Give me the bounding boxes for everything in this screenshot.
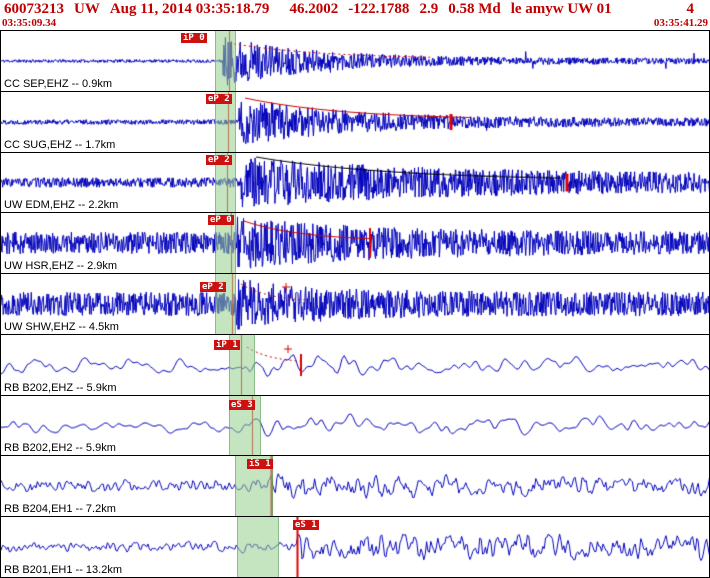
event-id: 60073213 — [4, 1, 64, 17]
time-window-row: 03:35:09.34 03:35:41.29 — [0, 18, 710, 30]
station-label: UW EDM,EHZ -- 2.2km — [4, 199, 119, 212]
trace-row-b202-ehz[interactable]: iP 1 RB B202,EHZ -- 5.9km — [1, 334, 709, 396]
trace-row-sug[interactable]: eP 2 CC SUG,EHZ -- 1.7km — [1, 91, 709, 153]
waveform-canvas[interactable] — [1, 91, 709, 152]
waveform-canvas[interactable] — [1, 274, 709, 334]
phase-pick-flag[interactable]: eP 0 — [208, 215, 234, 226]
phase-pick-flag[interactable]: eS 1 — [293, 520, 319, 531]
station-label: UW SHW,EHZ -- 4.5km — [4, 320, 119, 333]
window-start-time: 03:35:09.34 — [2, 17, 57, 29]
waveform-canvas[interactable] — [1, 334, 709, 395]
phase-pick-flag[interactable]: eP 2 — [206, 154, 232, 165]
waveform-canvas[interactable] — [1, 31, 709, 91]
trace-row-shw[interactable]: eP 2 UW SHW,EHZ -- 4.5km — [1, 274, 709, 335]
station-label: RB B204,EH1 -- 7.2km — [4, 503, 116, 516]
station-label: RB B201,EH1 -- 13.2km — [4, 564, 122, 577]
station-label: RB B202,EHZ -- 5.9km — [4, 381, 117, 394]
md-value: 0.58 Md — [448, 1, 501, 17]
pick-count: 4 — [686, 1, 695, 17]
waveform-canvas[interactable] — [1, 152, 709, 213]
station-label: CC SEP,EHZ -- 0.9km — [4, 77, 112, 90]
event-flags: le amyw UW 01 — [510, 1, 612, 17]
event-header: 60073213 UW Aug 11, 2014 03:35:18.79 46.… — [0, 0, 710, 18]
phase-pick-flag[interactable]: eS 3 — [229, 399, 255, 410]
waveform-canvas[interactable] — [1, 456, 709, 517]
waveform-canvas[interactable] — [1, 517, 709, 578]
longitude: -122.1788 — [348, 1, 410, 17]
latitude: 46.2002 — [289, 1, 339, 17]
trace-row-edm[interactable]: eP 2 UW EDM,EHZ -- 2.2km — [1, 152, 709, 214]
trace-row-sep[interactable]: iP 0 CC SEP,EHZ -- 0.9km — [1, 31, 709, 92]
trace-row-hsr[interactable]: eP 0 UW HSR,EHZ -- 2.9km — [1, 213, 709, 275]
phase-pick-flag[interactable]: iS 1 — [247, 459, 273, 470]
station-label: CC SUG,EHZ -- 1.7km — [4, 138, 116, 151]
phase-pick-flag[interactable]: iP 0 — [181, 33, 207, 43]
phase-pick-flag[interactable]: eP 2 — [206, 93, 232, 104]
magnitude: 2.9 — [419, 1, 439, 17]
trace-row-b201-eh1[interactable]: eS 1 RB B201,EH1 -- 13.2km — [1, 517, 709, 578]
station-label: RB B202,EH2 -- 5.9km — [4, 442, 116, 455]
phase-pick-flag[interactable]: iP 1 — [214, 339, 240, 350]
trace-row-b204-eh1[interactable]: iS 1 RB B204,EH1 -- 7.2km — [1, 456, 709, 518]
origin-time: Aug 11, 2014 03:35:18.79 — [109, 1, 270, 17]
phase-pick-flag[interactable]: eP 2 — [200, 282, 226, 293]
station-label: UW HSR,EHZ -- 2.9km — [4, 260, 118, 273]
waveform-canvas[interactable] — [1, 395, 709, 456]
trace-row-b202-eh2[interactable]: eS 3 RB B202,EH2 -- 5.9km — [1, 395, 709, 457]
seismogram-plot: iP 0 CC SEP,EHZ -- 0.9km eP 2 CC SUG,EHZ… — [0, 30, 710, 578]
window-end-time: 03:35:41.29 — [653, 17, 708, 29]
network-code: UW — [74, 1, 100, 17]
waveform-canvas[interactable] — [1, 213, 709, 274]
